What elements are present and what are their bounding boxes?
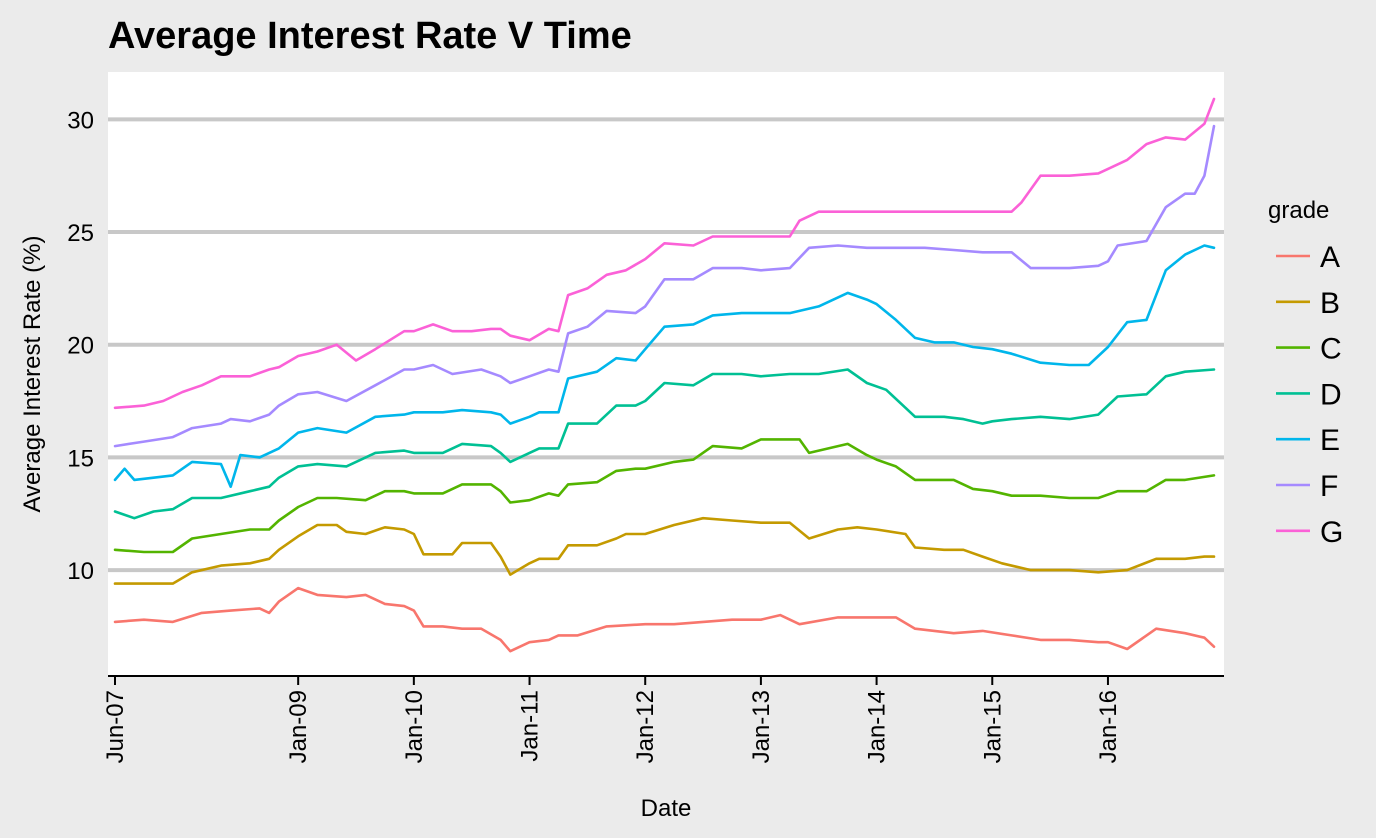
y-tick-label: 30 [67,107,94,134]
x-tick-label: Jan-14 [864,690,891,763]
legend-label-d: D [1320,378,1342,411]
series-line-f [113,124,1216,448]
legend-label-f: F [1320,470,1338,503]
x-tick-label: Jan-16 [1095,690,1122,763]
legend-label-a: A [1320,241,1340,274]
series-lines [113,97,1216,653]
y-tick-label: 20 [67,333,94,360]
series-line-b [113,516,1216,585]
x-tick-label: Jan-09 [285,690,312,763]
series-line-a [113,586,1216,653]
legend-label-e: E [1320,424,1340,457]
x-tick-label: Jan-10 [401,690,428,763]
series-line-c [113,438,1216,554]
plot-panel [108,72,1224,676]
chart-title: Average Interest Rate V Time [108,15,632,57]
y-axis-title: Average Interest Rate (%) [19,235,46,512]
x-tick-label: Jan-11 [517,690,544,762]
legend-label-g: G [1320,516,1343,549]
x-tick-label: Jan-12 [632,690,659,763]
legend-label-c: C [1320,333,1342,366]
y-tick-label: 10 [67,558,94,585]
x-tick-label: Jun-07 [102,690,129,763]
legend-title: grade [1268,197,1329,224]
y-tick-label: 25 [67,220,94,247]
x-axis-title: Date [641,795,692,822]
axes: 10 15 20 25 30 Jun-07 Jan-09 Jan-10 Jan-11 Jan-12… [67,107,1224,763]
x-tick-label: Jan-15 [979,690,1006,763]
y-tick-label: 15 [67,445,94,472]
legend-label-b: B [1320,287,1340,320]
series-line-g [113,97,1216,410]
x-tick-label: Jan-13 [748,690,775,763]
series-line-d [113,368,1216,520]
series-line-e [113,244,1216,489]
